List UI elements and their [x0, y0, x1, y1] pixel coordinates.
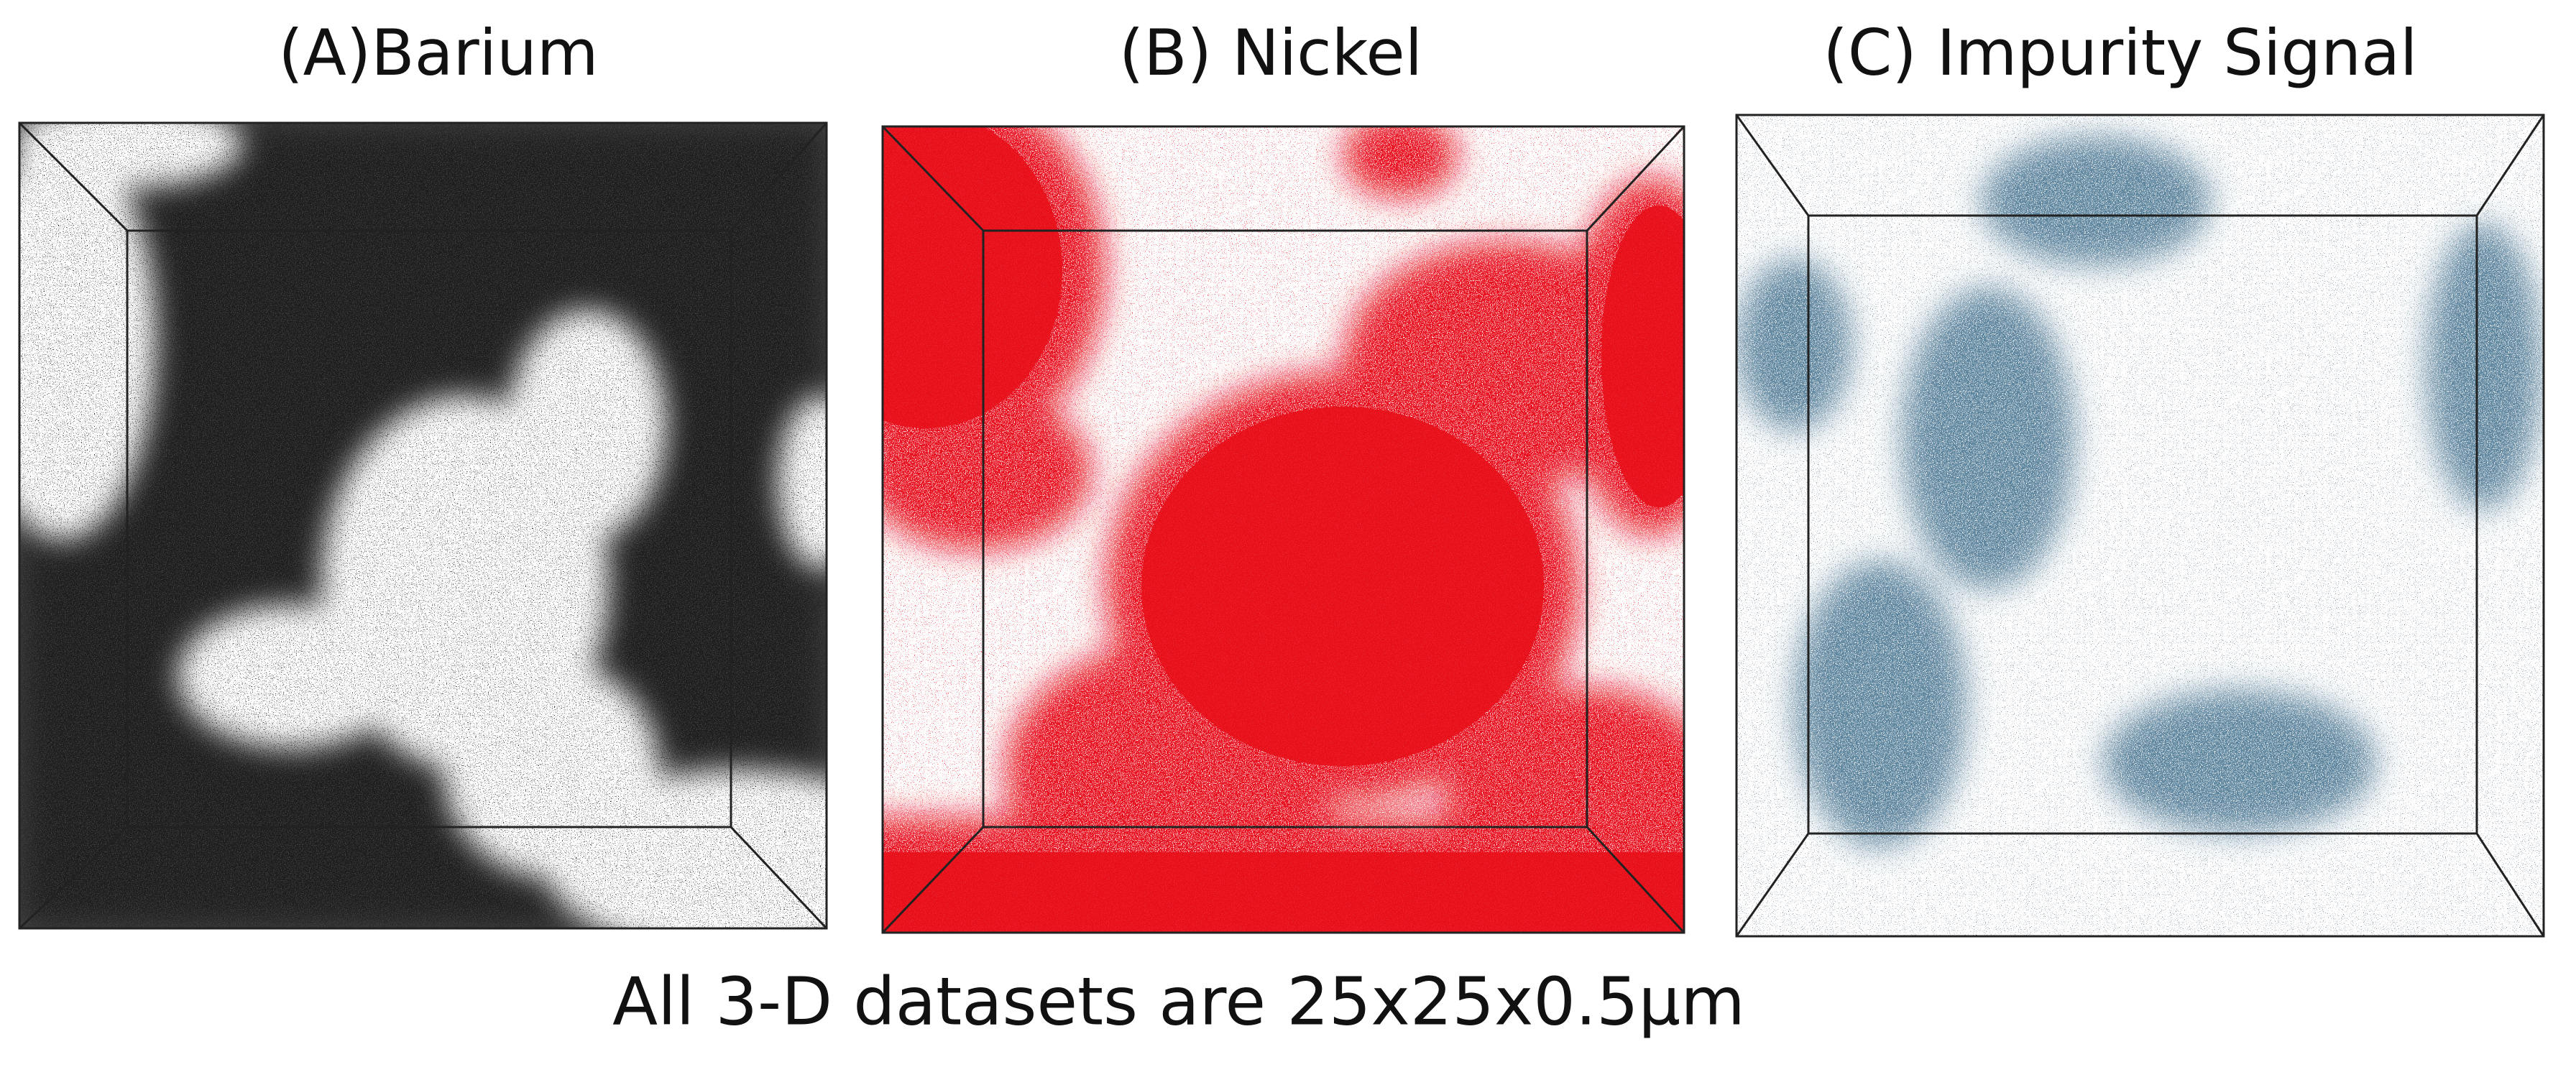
impurity-panel [1735, 114, 2545, 938]
panel-title: (A)Barium [278, 16, 598, 90]
barium-panel [18, 121, 828, 930]
nickel-panel [881, 125, 1685, 934]
panel-title: (C) Impurity Signal [1823, 16, 2418, 90]
panel-title: (B) Nickel [1119, 16, 1422, 90]
caption: All 3-D datasets are 25x25x0.5µm [612, 963, 1745, 1040]
